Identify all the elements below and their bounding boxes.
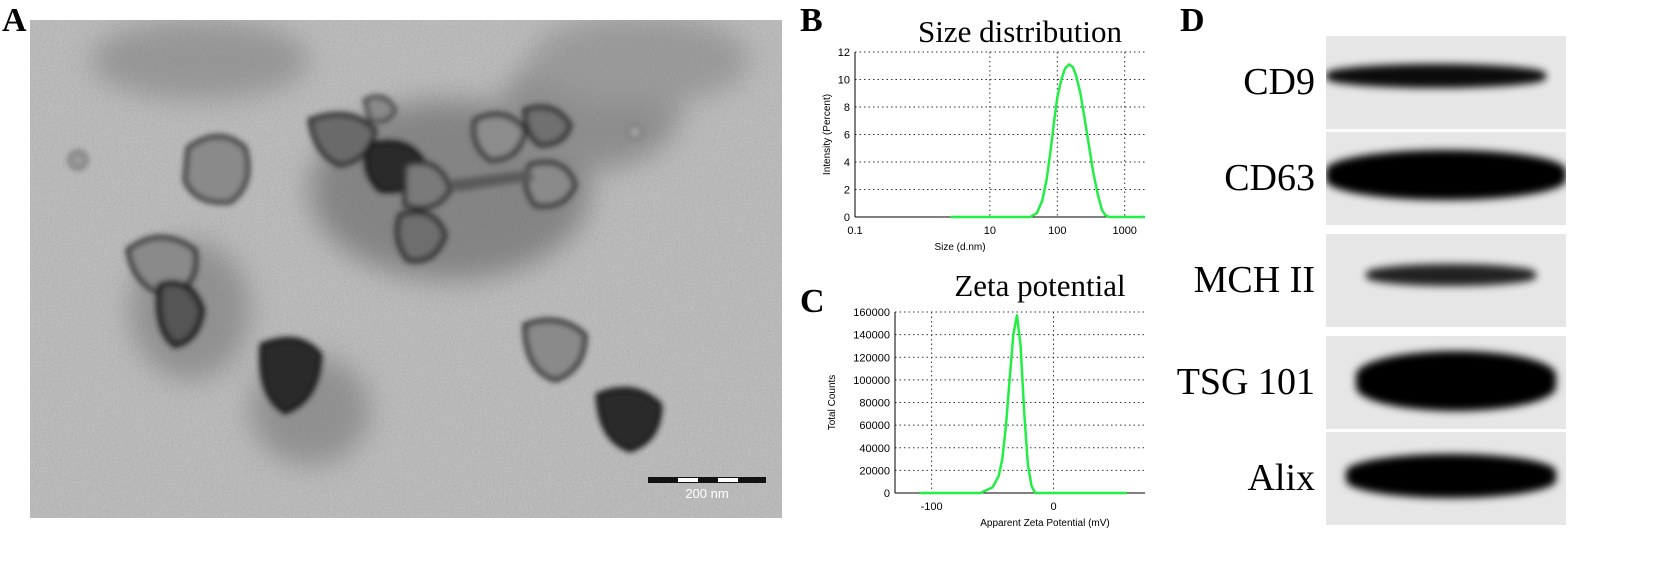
scale-bar-label: 200 nm (685, 486, 728, 501)
blot-label: CD9 (1243, 61, 1315, 103)
y-axis-label: Total Counts (827, 375, 838, 431)
x-axis-label: Apparent Zeta Potential (mV) (980, 518, 1110, 529)
series-line (919, 314, 1127, 495)
y-tick-label: 80000 (859, 398, 890, 410)
series-line (950, 63, 1145, 219)
y-tick-label: 12 (838, 47, 850, 59)
x-axis-label: Size (d.nm) (934, 242, 985, 253)
y-tick-label: 120000 (853, 352, 890, 364)
y-tick-label: 160000 (853, 307, 890, 319)
blot-label: Alix (1247, 457, 1315, 499)
y-axis-label: Intensity (Percent) (822, 94, 833, 175)
y-tick-label: 0 (884, 488, 890, 500)
size-distribution-chart: Size distribution 0.1 10 100 1000 0 2 4 6 8 10 12 Si… (822, 14, 1145, 253)
x-tick-label: 100 (1048, 225, 1066, 237)
blot-strip (1326, 234, 1566, 327)
panel-letter-b: B (800, 2, 823, 39)
blot-strip (1326, 132, 1566, 225)
chart-title: Zeta potential (954, 270, 1125, 303)
chart-title: Size distribution (918, 14, 1123, 49)
vesicles (68, 94, 663, 453)
x-tick-label: 0.1 (847, 225, 862, 237)
panel-letter-c: C (800, 283, 825, 320)
tem-micrograph: 200 nm (30, 20, 782, 518)
blot-strip (1326, 336, 1566, 429)
panel-letter-d: D (1180, 2, 1205, 39)
y-tick-label: 100000 (853, 375, 890, 387)
blot-band (1346, 454, 1556, 498)
scale-bar: 200 nm (648, 477, 766, 501)
y-tick-label: 20000 (859, 465, 890, 477)
blot-band (1356, 351, 1556, 411)
blot-band (1366, 264, 1536, 286)
y-tick-label: 40000 (859, 443, 890, 455)
x-tick-label: 0 (1050, 501, 1056, 513)
y-tick-label: 8 (844, 102, 850, 114)
y-tick-label: 10 (838, 75, 850, 87)
y-tick-label: 2 (844, 185, 850, 197)
panel-letter-a: A (2, 2, 27, 39)
y-tick-label: 4 (844, 157, 850, 169)
y-tick-label: 60000 (859, 420, 890, 432)
y-tick-label: 6 (844, 130, 850, 142)
x-tick-label: -100 (921, 501, 943, 513)
blot-band (1326, 64, 1546, 88)
blot-label: TSG 101 (1176, 361, 1315, 403)
zeta-potential-chart: Zeta potential -100 0 0 20000 40000 60000 80000… (827, 270, 1145, 529)
blot-label: CD63 (1224, 157, 1315, 199)
y-tick-label: 140000 (853, 330, 890, 342)
blot-band (1326, 150, 1566, 200)
blot-strip (1326, 36, 1566, 129)
blot-label: MCH II (1193, 259, 1315, 301)
x-tick-label: 1000 (1112, 225, 1136, 237)
blot-strip (1326, 432, 1566, 525)
x-tick-label: 10 (984, 225, 996, 237)
y-tick-label: 0 (844, 212, 850, 224)
